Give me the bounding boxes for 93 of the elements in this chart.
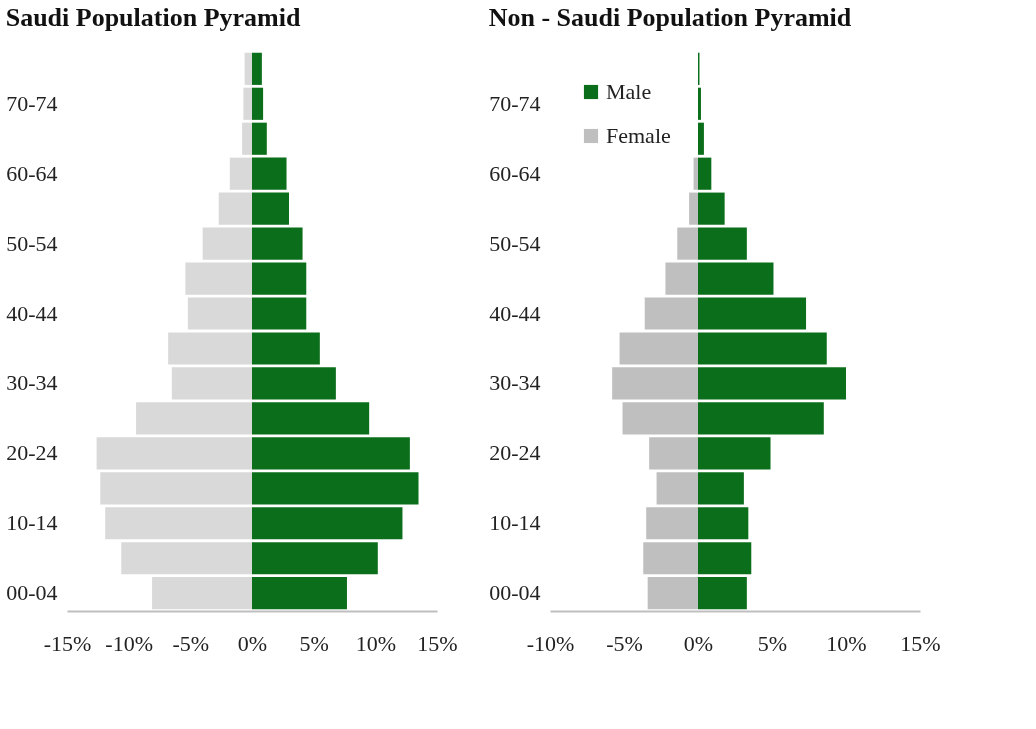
- bar: [649, 437, 698, 470]
- bar: [698, 472, 744, 505]
- bar: [698, 262, 774, 295]
- bar: [644, 297, 698, 330]
- y-tick-label: 10-14: [489, 510, 541, 536]
- bar: [619, 332, 698, 365]
- bar: [229, 157, 252, 190]
- bar: [105, 507, 252, 540]
- x-tick-label: 15%: [900, 630, 941, 656]
- bar: [252, 227, 303, 260]
- y-tick-label: 50-54: [6, 230, 58, 256]
- x-tick-label: 5%: [757, 630, 788, 656]
- bar: [100, 472, 252, 505]
- y-tick-label: 70-74: [489, 90, 541, 116]
- bar: [698, 157, 712, 190]
- bar: [136, 402, 252, 435]
- bar: [698, 122, 704, 155]
- bar: [646, 507, 698, 540]
- bar: [252, 402, 370, 435]
- bar: [677, 227, 698, 260]
- bar: [252, 542, 378, 575]
- bar: [168, 332, 252, 365]
- bar: [202, 227, 252, 260]
- bar: [647, 577, 698, 610]
- x-tick-label: -10%: [105, 630, 153, 656]
- y-tick-label: 40-44: [489, 300, 541, 326]
- bar: [252, 437, 410, 470]
- chart-title: Saudi Population Pyramid: [5, 3, 301, 32]
- bar: [96, 437, 252, 470]
- x-tick-label: -5%: [172, 630, 210, 656]
- y-tick-label: 20-24: [489, 440, 541, 466]
- bar: [612, 367, 698, 400]
- y-tick-label: 10-14: [6, 510, 58, 536]
- bar: [252, 87, 264, 120]
- x-tick-label: 10%: [355, 630, 396, 656]
- y-tick-label: 60-64: [6, 160, 58, 186]
- bar: [187, 297, 252, 330]
- x-tick-label: -10%: [526, 630, 575, 656]
- bar: [698, 542, 752, 575]
- bar: [698, 87, 701, 120]
- bar: [698, 227, 747, 260]
- bar: [121, 542, 252, 575]
- bar: [698, 437, 771, 470]
- y-tick-label: 70-74: [6, 90, 58, 116]
- y-tick-label: 20-24: [6, 440, 58, 466]
- bar: [252, 157, 287, 190]
- y-tick-label: 00-04: [6, 580, 58, 606]
- bar: [698, 332, 827, 365]
- bar: [252, 507, 403, 540]
- bar: [698, 402, 824, 435]
- bar: [243, 87, 252, 120]
- bar: [698, 297, 807, 330]
- bar: [698, 192, 725, 225]
- bar: [252, 332, 320, 365]
- x-tick-label: 10%: [826, 630, 867, 656]
- bar: [185, 262, 252, 295]
- chart-title: Non - Saudi Population Pyramid: [488, 3, 852, 32]
- bar: [252, 52, 262, 85]
- y-tick-label: 30-34: [489, 370, 541, 396]
- bar: [252, 262, 307, 295]
- bar: [252, 192, 289, 225]
- y-tick-label: 30-34: [6, 370, 58, 396]
- legend-label: Male: [606, 79, 652, 104]
- y-tick-label: 40-44: [6, 300, 58, 326]
- bar: [689, 192, 698, 225]
- bar: [152, 577, 252, 610]
- bar: [252, 577, 347, 610]
- bar: [693, 157, 698, 190]
- bar: [698, 577, 747, 610]
- y-tick-label: 00-04: [489, 580, 541, 606]
- bar: [252, 297, 307, 330]
- bar: [665, 262, 698, 295]
- bar: [698, 367, 846, 400]
- y-tick-label: 50-54: [489, 230, 541, 256]
- bar: [252, 472, 419, 505]
- bar: [656, 472, 698, 505]
- x-tick-label: 15%: [417, 630, 458, 656]
- bar: [171, 367, 252, 400]
- bar: [218, 192, 252, 225]
- x-tick-label: -5%: [606, 630, 643, 656]
- x-tick-label: 0%: [683, 630, 714, 656]
- x-tick-label: 5%: [299, 630, 329, 656]
- x-tick-label: 0%: [237, 630, 268, 656]
- bar: [242, 122, 252, 155]
- y-tick-label: 60-64: [489, 160, 541, 186]
- bar: [252, 367, 336, 400]
- bar: [643, 542, 698, 575]
- bar: [252, 122, 267, 155]
- bar: [622, 402, 698, 435]
- legend-label: Female: [606, 123, 671, 148]
- x-tick-label: -15%: [43, 630, 92, 656]
- bar: [698, 507, 749, 540]
- bar: [244, 52, 252, 85]
